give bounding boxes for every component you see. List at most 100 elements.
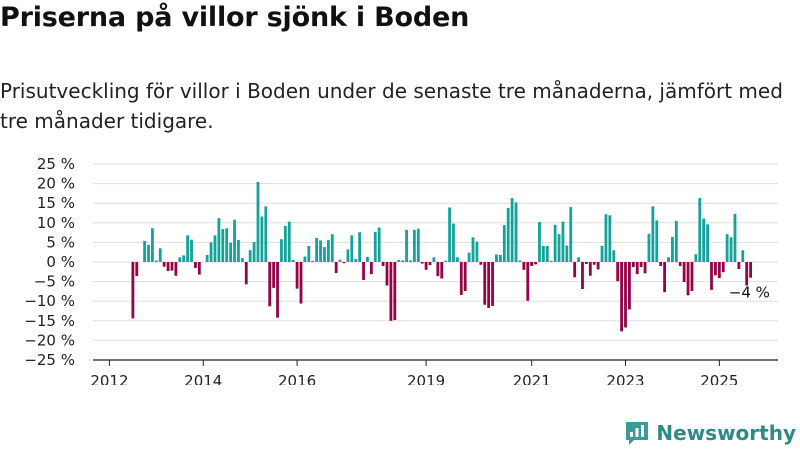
bar (487, 262, 491, 308)
bar (518, 260, 522, 262)
bar (624, 262, 627, 328)
bar (471, 237, 475, 262)
bar (541, 245, 545, 262)
bar (592, 262, 596, 265)
bar (491, 262, 494, 306)
bar (401, 260, 405, 262)
bar (377, 227, 381, 262)
bar (252, 242, 256, 262)
newsworthy-logo-icon (626, 422, 649, 445)
bar (135, 262, 139, 277)
bar (600, 245, 604, 262)
bar (741, 250, 745, 262)
y-tick-label: −15 % (24, 312, 75, 330)
brand-name: Newsworthy (656, 421, 796, 445)
bar (444, 260, 448, 262)
bar (514, 202, 518, 262)
y-tick-label: −20 % (24, 331, 75, 349)
bar (588, 262, 592, 276)
bar (651, 206, 655, 262)
bar (440, 262, 444, 279)
bar (620, 262, 623, 332)
bar (162, 262, 166, 267)
bar (315, 238, 319, 262)
y-tick-label: 25 % (37, 155, 75, 173)
bar (151, 228, 154, 262)
bar (205, 254, 209, 262)
bar (334, 262, 338, 273)
y-tick-label: −5 % (34, 273, 75, 291)
bar (412, 229, 416, 262)
bar (682, 262, 686, 282)
bar (502, 225, 506, 262)
bar (577, 257, 580, 262)
bar (229, 242, 233, 262)
bar (725, 234, 729, 262)
bar (346, 249, 350, 262)
bar (221, 229, 225, 262)
x-axis-ticks: 2012 2014 2016 2019 2021 2023 2025 (90, 360, 738, 385)
bar (166, 262, 170, 272)
bars (131, 182, 753, 332)
bar (295, 262, 299, 289)
bar (569, 207, 573, 262)
bar (307, 245, 311, 262)
bar (397, 260, 401, 262)
bar (526, 262, 530, 301)
bar (698, 198, 702, 262)
last-value-annotation: −4 % (729, 284, 770, 302)
bar (323, 247, 326, 262)
bar (690, 262, 694, 292)
bar (362, 262, 365, 281)
chart-subtitle: Prisutveckling för villor i Boden under … (0, 79, 783, 133)
bar (545, 245, 549, 262)
bar (671, 236, 674, 262)
bar (416, 228, 420, 262)
bar (197, 262, 201, 275)
bar (366, 256, 369, 262)
bar (534, 262, 537, 265)
bar (209, 242, 213, 262)
bar (663, 262, 666, 293)
bar (604, 214, 608, 262)
bar (561, 221, 565, 262)
bar (369, 262, 373, 275)
y-tick-label: 20 % (37, 175, 75, 193)
bar (667, 257, 670, 262)
bar (330, 234, 334, 262)
bar (510, 198, 514, 262)
bar (631, 262, 635, 268)
bar (248, 250, 252, 262)
bar (608, 215, 612, 262)
brand-logo: Newsworthy (624, 420, 796, 446)
bar (479, 262, 483, 265)
x-tick-label: 2021 (513, 372, 551, 385)
bar (710, 262, 713, 290)
bar (749, 262, 753, 278)
bar (733, 213, 737, 262)
bar (186, 235, 190, 262)
bar (182, 255, 186, 262)
bar (674, 220, 678, 262)
bar (194, 262, 197, 268)
bar (678, 262, 682, 266)
bar (565, 245, 569, 262)
bar (147, 244, 150, 262)
y-tick-label: 10 % (37, 214, 75, 232)
bar (358, 232, 362, 262)
bar (381, 262, 385, 266)
bar (276, 262, 279, 318)
bar (268, 262, 272, 307)
x-tick-label: 2016 (278, 372, 316, 385)
bar (557, 234, 561, 262)
bar (643, 262, 647, 274)
bar (420, 262, 424, 264)
bar (483, 262, 487, 305)
bar (694, 254, 698, 262)
x-tick-label: 2019 (407, 372, 445, 385)
bar (424, 262, 428, 270)
bar (506, 207, 510, 262)
bar (635, 262, 639, 275)
bar (291, 260, 295, 262)
bar (240, 258, 244, 262)
